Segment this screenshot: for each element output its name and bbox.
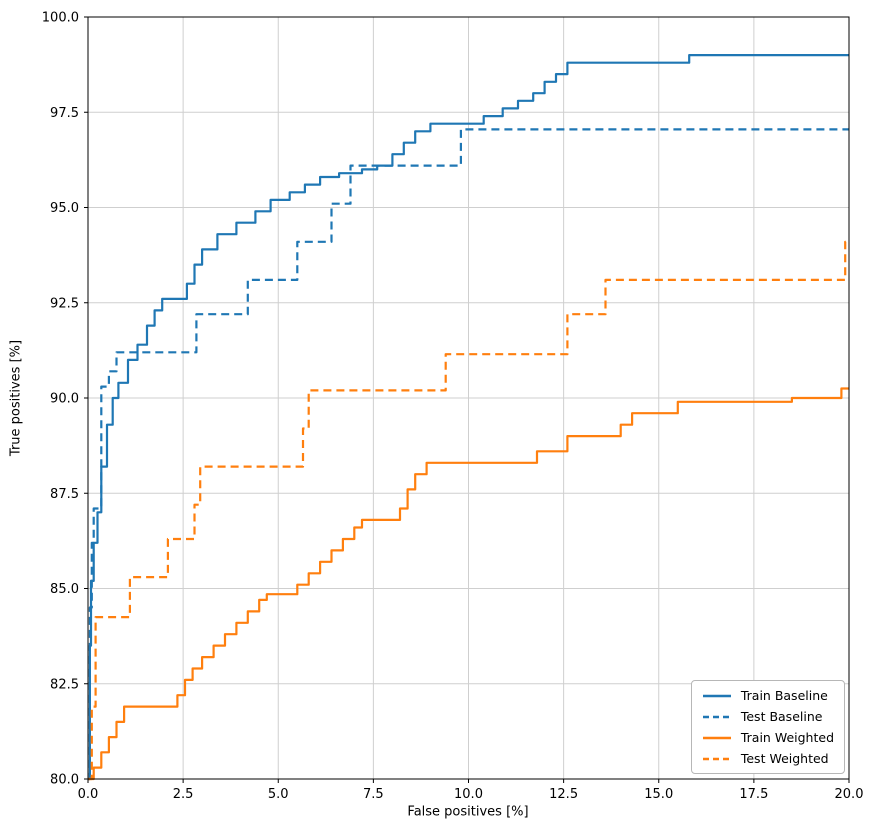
legend-entry-test-baseline: Test Baseline [702,709,834,724]
series-line-test-baseline [88,128,849,781]
legend: Train Baseline Test Baseline Train Weighte… [690,680,845,774]
y-tick-label: 92.5 [50,296,79,311]
x-tick-label: 15.0 [644,787,673,802]
y-axis-title: True positives [%] [8,339,24,457]
y-tick-label: 85.0 [50,582,79,597]
x-tick-label: 17.5 [739,787,768,802]
x-tick-label: 7.5 [363,787,384,802]
legend-line-sample-icon [702,694,731,697]
y-tick-label: 82.5 [50,677,79,692]
legend-entry-train-weighted: Train Weighted [702,730,834,745]
legend-label: Train Baseline [740,688,828,703]
legend-label: Train Weighted [740,730,834,745]
x-tick-label: 0.0 [78,787,99,802]
y-tick-label: 90.0 [50,392,79,407]
x-axis-title: False positives [%] [407,804,529,820]
y-tick-label: 95.0 [50,201,79,216]
x-tick-label: 10.0 [454,787,483,802]
y-tick-label: 87.5 [50,487,79,502]
x-tick-label: 12.5 [549,787,578,802]
y-tick-label: 80.0 [50,773,79,788]
series-line-train-weighted [88,387,849,781]
series-line-train-baseline [88,54,849,781]
tick-labels: 0.0 2.5 5.0 7.5 10.0 12.5 15.0 17.5 20.0 80.0 82.5… [42,11,864,803]
tick-marks [84,16,850,783]
series-line-test-weighted [88,240,849,781]
legend-label: Test Weighted [740,751,829,766]
legend-line-sample-icon [702,736,731,739]
x-tick-label: 2.5 [173,787,194,802]
y-tick-label: 100.0 [42,11,79,26]
x-tick-label: 5.0 [268,787,289,802]
legend-entry-test-weighted: Test Weighted [702,751,834,766]
legend-label: Test Baseline [740,709,823,724]
legend-line-sample-icon [702,757,731,760]
legend-entry-train-baseline: Train Baseline [702,688,834,703]
x-tick-label: 20.0 [835,787,864,802]
legend-line-sample-icon [702,715,731,718]
y-tick-label: 97.5 [50,106,79,121]
